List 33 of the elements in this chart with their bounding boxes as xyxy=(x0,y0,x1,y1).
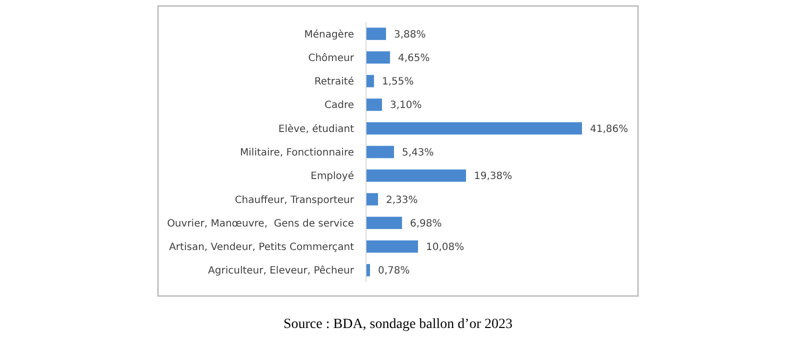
data-label: 0,78% xyxy=(378,266,410,277)
y-tick-label: Employé xyxy=(310,171,354,182)
bar xyxy=(366,146,394,158)
bar xyxy=(366,98,382,111)
bar xyxy=(366,28,386,40)
y-tick-label: Militaire, Fonctionnaire xyxy=(240,148,354,158)
y-tick-label: Retraité xyxy=(314,76,354,88)
bar xyxy=(366,51,390,64)
y-tick-label: Elève, étudiant xyxy=(278,124,354,135)
y-tick-label: Cadre xyxy=(324,100,354,112)
source-note: Source : BDA, sondage ballon d’or 2023 xyxy=(283,317,513,332)
data-label: 3,10% xyxy=(390,100,422,112)
bar xyxy=(366,122,582,135)
data-label: 1,55% xyxy=(382,76,414,88)
y-tick-label: Chômeur xyxy=(308,52,355,64)
bar xyxy=(366,193,378,206)
y-tick-label: Artisan, Vendeur, Petits Commerçant xyxy=(169,242,354,254)
y-tick-label: Agriculteur, Eleveur, Pêcheur xyxy=(208,266,355,277)
data-label: 19,38% xyxy=(474,171,512,182)
data-label: 3,88% xyxy=(394,29,426,40)
bar xyxy=(366,216,402,230)
data-label: 2,33% xyxy=(386,194,418,206)
data-label: 10,08% xyxy=(426,242,464,254)
bar xyxy=(366,74,374,88)
bar xyxy=(366,169,466,182)
data-label: 5,43% xyxy=(402,148,434,158)
y-tick-label: Ouvrier, Manœuvre, Gens de service xyxy=(167,218,354,230)
y-tick-label: Chauffeur, Transporteur xyxy=(234,194,355,206)
bar xyxy=(366,240,418,253)
data-label: 4,65% xyxy=(398,52,430,64)
y-tick-label: Ménagère xyxy=(304,29,354,40)
data-label: 41,86% xyxy=(590,124,628,135)
data-label: 6,98% xyxy=(410,218,442,230)
